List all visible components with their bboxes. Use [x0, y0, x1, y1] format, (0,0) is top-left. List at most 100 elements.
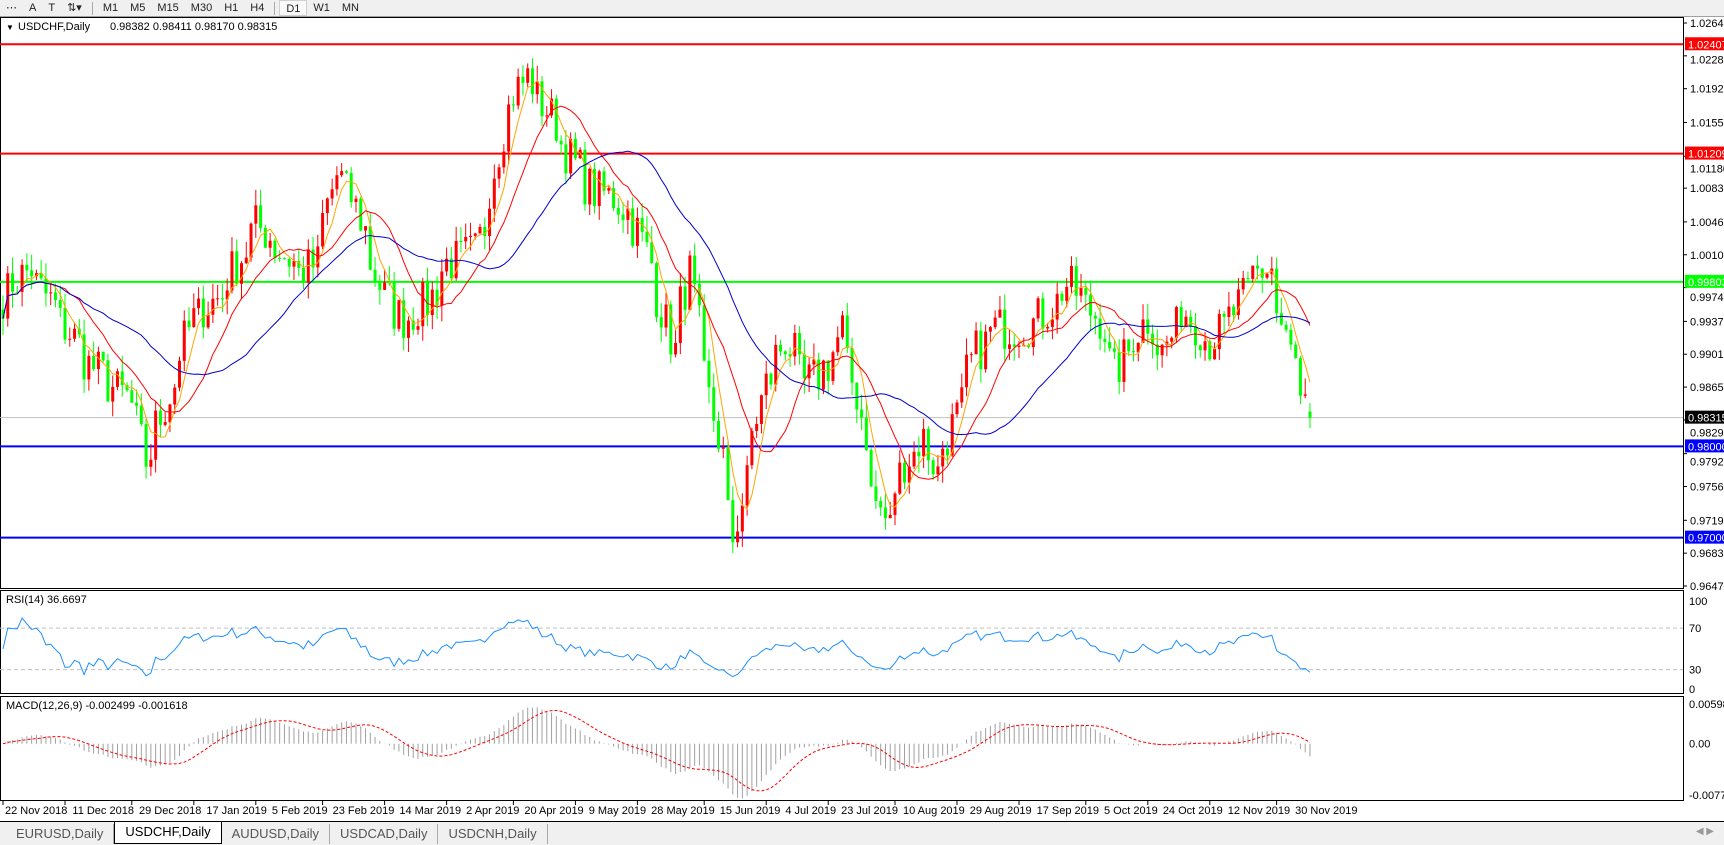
date-axis-label: 17 Jan 2019 [206, 805, 267, 817]
candle-body [230, 251, 234, 291]
candle-body [654, 263, 658, 318]
candle-body [1179, 307, 1183, 328]
candle-body [678, 286, 682, 343]
candle-body [168, 404, 172, 423]
candle-body [707, 360, 711, 388]
candle-body [406, 320, 410, 338]
candle-body [1174, 307, 1178, 338]
candle-body [11, 273, 15, 292]
timeframe-m5[interactable]: M5 [130, 2, 146, 14]
candle-body [349, 172, 353, 202]
candle-body [511, 104, 515, 106]
candle-body [77, 328, 81, 335]
timeframe-h1[interactable]: H1 [224, 2, 239, 14]
tab-audusd[interactable]: AUDUSD,Daily [222, 824, 331, 844]
candle-body [459, 240, 463, 242]
candle-body [292, 261, 296, 267]
timeframe-w1[interactable]: W1 [313, 2, 330, 14]
candle-body [592, 168, 596, 207]
price-axis-label: 1.00830 [1690, 183, 1724, 195]
candle-body [864, 417, 868, 450]
candle-body [1108, 341, 1112, 349]
tab-eurusd[interactable]: EURUSD,Daily [6, 824, 115, 844]
tab-usdchf[interactable]: USDCHF,Daily [114, 822, 222, 844]
candle-body [612, 188, 616, 208]
candle-body [1298, 358, 1302, 396]
price-level-badge [1685, 146, 1724, 160]
candle-body [130, 390, 134, 403]
ma-slow-line [2, 150, 1311, 436]
candle-body [950, 414, 954, 456]
candle-body [416, 326, 420, 330]
candle-body [1275, 268, 1279, 314]
candle-body [936, 466, 940, 475]
candle-body [1279, 313, 1283, 325]
arrows-tool-icon[interactable]: ⇅▾ [67, 2, 82, 14]
candle-body [721, 446, 725, 449]
fibo-tool-icon[interactable]: ⋯ [6, 2, 17, 14]
candle-body [874, 486, 878, 502]
tab-scroll-arrows[interactable]: ◀ ▶ [1695, 826, 1714, 837]
timeframe-m1[interactable]: M1 [102, 2, 119, 14]
date-axis-label: 5 Oct 2019 [1104, 805, 1158, 817]
candle-body [712, 387, 716, 421]
candle-body [659, 317, 663, 328]
price-level-label: 0.98000 [1688, 441, 1724, 453]
price-axis-label: 1.02280 [1690, 54, 1724, 66]
candle-body [464, 236, 468, 242]
candle-body [1112, 348, 1116, 352]
timeframe-mn[interactable]: MN [341, 2, 359, 14]
candle-body [1251, 265, 1255, 279]
text-label-tool-button[interactable]: T [48, 2, 56, 14]
candle-body [793, 332, 797, 357]
candle-body [354, 198, 358, 202]
candle-body [373, 269, 377, 282]
candle-body [235, 251, 239, 284]
candle-body [15, 291, 19, 293]
main-pane-frame [0, 17, 1684, 589]
date-axis-label: 10 Aug 2019 [903, 805, 965, 817]
candle-body [965, 354, 969, 388]
candle-body [569, 138, 573, 174]
candle-body [559, 140, 563, 145]
candle-body [502, 151, 506, 168]
timeframe-d1[interactable]: D1 [279, 0, 308, 16]
candle-body [774, 344, 778, 385]
candle-body [917, 451, 921, 457]
candle-body [340, 171, 344, 176]
candle-body [440, 271, 444, 306]
candle-body [1046, 326, 1050, 329]
candle-body [154, 410, 158, 460]
text-tool-button[interactable]: A [29, 2, 37, 14]
timeframe-h4[interactable]: H4 [250, 2, 265, 14]
candle-body [607, 188, 611, 191]
candle-body [1127, 339, 1131, 352]
tab-usdcnh[interactable]: USDCNH,Daily [438, 824, 548, 844]
candle-body [287, 258, 291, 267]
candle-body [1303, 394, 1307, 396]
candle-body [430, 289, 434, 315]
timeframe-m15[interactable]: M15 [157, 2, 179, 14]
candle-body [941, 448, 945, 467]
current-price-badge [1685, 410, 1724, 424]
date-axis-label: 28 May 2019 [651, 805, 715, 817]
price-level-badge [1685, 37, 1724, 51]
tab-usdcad[interactable]: USDCAD,Daily [330, 824, 439, 844]
candle-body [68, 338, 72, 340]
candle-body [1036, 298, 1040, 319]
candle-body [750, 430, 754, 466]
date-axis-label: 29 Dec 2018 [139, 805, 201, 817]
collapse-triangle-icon[interactable]: ▼ [6, 23, 14, 32]
candle-body [25, 264, 29, 271]
candle-body [779, 344, 783, 352]
candle-body [1236, 289, 1240, 316]
candle-body [1093, 315, 1097, 319]
date-axis-label: 24 Oct 2019 [1163, 805, 1223, 817]
timeframe-m30[interactable]: M30 [190, 2, 213, 14]
candle-body [192, 308, 196, 327]
candle-body [1194, 326, 1197, 346]
date-axis-label: 29 Aug 2019 [970, 805, 1032, 817]
